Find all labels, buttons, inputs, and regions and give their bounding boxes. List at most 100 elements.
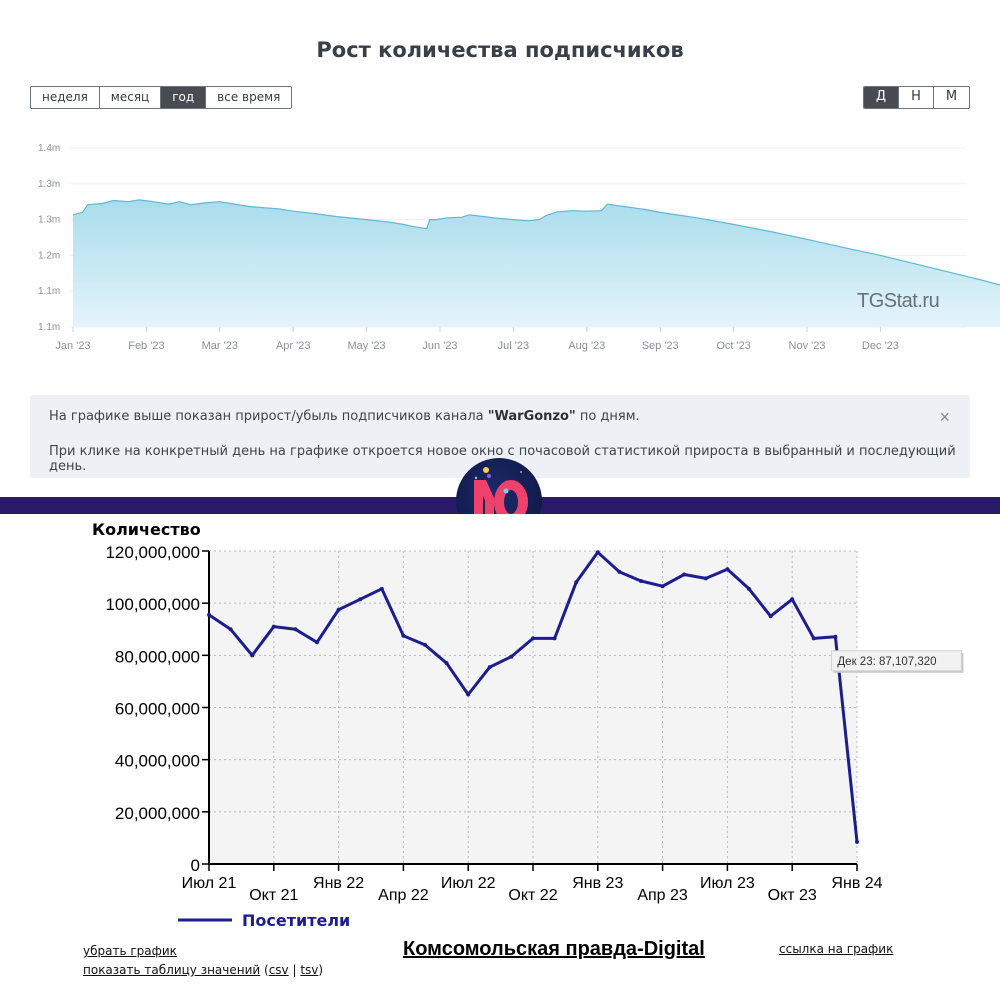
x-tick-label: Апр 22 (378, 887, 429, 904)
period-year-button[interactable]: год (161, 87, 207, 108)
data-point (811, 636, 816, 641)
y-tick-label: 1.1m (38, 286, 60, 297)
y-tick-label: 100,000,000 (105, 595, 200, 614)
granularity-month-button[interactable]: М (934, 87, 969, 108)
data-point (228, 627, 233, 632)
y-tick-label: 60,000,000 (115, 700, 200, 719)
data-point (379, 586, 384, 591)
data-point (509, 654, 514, 659)
data-point (207, 612, 211, 617)
x-tick-label: Янв 23 (572, 875, 623, 892)
data-point (595, 550, 600, 555)
data-point (703, 576, 708, 581)
data-point (315, 640, 319, 645)
x-tick-label: Окт 21 (249, 887, 298, 904)
data-point (293, 627, 298, 632)
period-toggle: неделя месяц год все время (30, 86, 293, 109)
granularity-day-button[interactable]: Д (864, 87, 899, 108)
x-tick-label: Mar '23 (202, 340, 238, 352)
visitors-line-chart[interactable]: 0 20,000,000 40,000,000 60,000,000 80,000,00… (0, 514, 1000, 939)
info-suffix: по дням. (575, 409, 640, 424)
y-tick-label: 20,000,000 (115, 804, 200, 823)
x-tick-label: May '23 (348, 340, 386, 352)
data-point (682, 572, 687, 577)
data-point (336, 607, 341, 612)
x-tick-label: Feb '23 (128, 340, 164, 352)
tooltip-box (830, 650, 962, 672)
x-tick-label: Nov '23 (789, 340, 826, 352)
info-prefix: На графике выше показан прирост/убыль по… (49, 409, 488, 424)
data-point (660, 584, 665, 589)
data-point (358, 597, 363, 602)
x-tick-label: Янв 24 (831, 875, 882, 892)
data-point (552, 636, 557, 641)
period-month-button[interactable]: месяц (99, 87, 162, 108)
data-point (401, 633, 406, 638)
x-tick-label: Окт 23 (768, 887, 817, 904)
data-point (725, 567, 730, 572)
x-tick-label: Jun '23 (422, 340, 457, 352)
info-text-2: При клике на конкретный день на графике … (49, 444, 956, 474)
data-point (271, 624, 276, 629)
x-tick-label: Окт 22 (508, 887, 557, 904)
data-point (466, 692, 471, 697)
legend-label: Посетители (242, 911, 350, 930)
y-tick-label: 1.1m (38, 322, 60, 333)
x-tick-label: Apr '23 (276, 340, 311, 352)
data-point (574, 580, 579, 585)
tooltip-text: Дек 23: 87,107,320 (837, 656, 936, 668)
y-tick-label: 80,000,000 (115, 647, 200, 666)
data-point (833, 634, 838, 639)
data-point (747, 586, 751, 591)
chart-link[interactable]: ссылка на график (779, 942, 894, 956)
info-alert: На графике выше показан прирост/убыль по… (30, 395, 970, 478)
x-tick-label: Dec '23 (862, 340, 899, 352)
tgstat-panel: Рост количества подписчиков неделя месяц… (0, 0, 1000, 497)
y-tick-label: 1.2m (38, 250, 60, 261)
x-tick-label: Янв 22 (313, 875, 364, 892)
y-tick-label: 1.4m (38, 143, 60, 154)
data-point (768, 614, 773, 619)
x-tick-label: Jul '23 (498, 340, 529, 352)
x-tick-label: Июл 23 (700, 875, 755, 892)
data-point (487, 665, 492, 670)
logo-graphic (469, 467, 530, 537)
csv-link[interactable]: csv (268, 963, 289, 977)
data-point (423, 642, 427, 647)
granularity-week-button[interactable]: Н (899, 87, 934, 108)
x-tick-label: Aug '23 (568, 340, 605, 352)
show-table-link[interactable]: показать таблицу значений (83, 963, 261, 977)
y-tick-label: 0 (191, 856, 200, 875)
subscribers-line (72, 199, 1000, 286)
data-point (639, 578, 643, 583)
tgstat-watermark: TGStat.ru (857, 290, 940, 312)
data-point (790, 597, 795, 602)
data-point (855, 839, 859, 844)
y-tick-label: 1.3m (38, 215, 60, 226)
chart-links: убрать график показать таблицу значений … (83, 944, 324, 977)
period-all-time-button[interactable]: все время (206, 87, 292, 108)
info-text-1: На графике выше показан прирост/убыль по… (49, 409, 640, 424)
x-tick-label: Июл 22 (441, 875, 496, 892)
x-tick-label: Sep '23 (642, 340, 679, 352)
y-axis-title: Количество (92, 520, 201, 539)
kp-panel: 0 20,000,000 40,000,000 60,000,000 80,000,00… (0, 514, 1000, 1000)
period-week-button[interactable]: неделя (31, 87, 100, 108)
x-tick-label: Oct '23 (716, 340, 751, 352)
tooltip: Дек 23: 87,107,320 (830, 650, 964, 673)
data-point (444, 661, 449, 666)
data-point (617, 569, 622, 574)
brand-title[interactable]: Комсомольская правда-Digital (403, 938, 705, 960)
y-tick-label: 120,000,000 (105, 543, 200, 562)
close-icon[interactable]: × (939, 407, 950, 427)
data-point (250, 653, 255, 658)
subscribers-area-chart[interactable]: 1.1m 1.1m 1.2m 1.3m 1.3m 1.4m Jan '23 Feb '23 Ma… (0, 130, 1000, 365)
data-point (531, 636, 535, 641)
tsv-link[interactable]: tsv (300, 963, 319, 977)
granularity-toggle: Д Н М (863, 86, 970, 109)
x-tick-label: Jan '23 (55, 340, 90, 352)
channel-name: "WarGonzo" (487, 409, 576, 424)
remove-chart-link[interactable]: убрать график (83, 944, 177, 958)
chart-title: Рост количества подписчиков (316, 38, 684, 62)
y-tick-label: 1.3m (38, 179, 60, 190)
